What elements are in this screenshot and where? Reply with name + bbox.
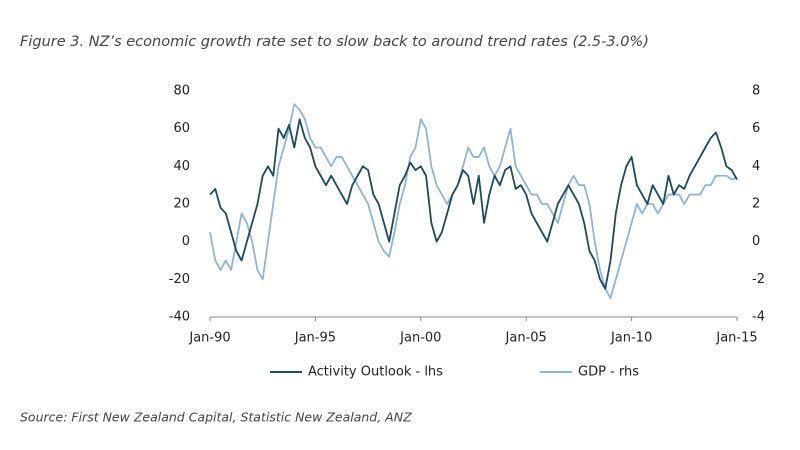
y-tick-label: -40: [169, 310, 190, 325]
y-tick-label: 60: [173, 121, 190, 136]
series-line: [209, 118, 738, 290]
legend-label: Activity Outlook - lhs: [308, 365, 443, 380]
x-tick-label: Jan-00: [399, 331, 441, 346]
y2-tick-label: 8: [752, 84, 760, 99]
x-tick-label: Jan-95: [294, 331, 336, 346]
y2-tick-label: 6: [752, 121, 760, 136]
y-tick-label: 40: [173, 159, 190, 174]
y2-tick-label: 0: [752, 234, 760, 249]
x-tick-label: Jan-10: [610, 331, 652, 346]
x-tick-label: Jan-15: [715, 331, 757, 346]
y2-tick-label: 2: [752, 197, 760, 212]
y2-tick-label: 4: [752, 159, 760, 174]
y-tick-label: -20: [169, 272, 190, 287]
legend-label: GDP - rhs: [578, 365, 639, 380]
y2-tick-label: -2: [752, 272, 765, 287]
y-tick-label: 0: [182, 234, 190, 249]
series-line: [209, 103, 738, 300]
chart-title: Figure 3. NZ’s economic growth rate set …: [20, 34, 649, 50]
source-note: Source: First New Zealand Capital, Stati…: [20, 410, 412, 425]
y-tick-label: 80: [173, 84, 190, 99]
y2-tick-label: -4: [752, 310, 765, 325]
y-tick-label: 20: [173, 197, 190, 212]
x-tick-label: Jan-90: [188, 331, 230, 346]
x-tick-label: Jan-05: [505, 331, 547, 346]
